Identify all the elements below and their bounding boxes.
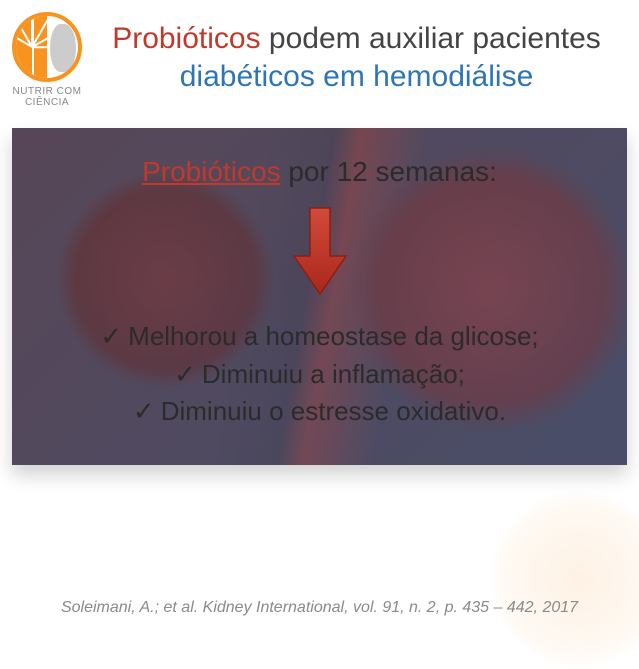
content-panel: Probióticos por 12 semanas: ✓Melhorou a … [12, 128, 627, 465]
logo: NUTRIR COM CIÊNCIA [12, 12, 82, 108]
logo-text-line2: CIÊNCIA [25, 97, 69, 108]
bullet-item: ✓Diminuiu o estresse oxidativo. [36, 393, 603, 431]
panel-subtitle: Probióticos por 12 semanas: [36, 156, 603, 188]
bullet-text: Diminuiu a inflamação; [202, 359, 465, 389]
citation: Soleimani, A.; et al. Kidney Internation… [0, 599, 639, 617]
bullet-item: ✓Diminuiu a inflamação; [36, 356, 603, 394]
title-highlight-blue: diabéticos em hemodiálise [180, 60, 534, 93]
check-icon: ✓ [133, 396, 155, 426]
bullet-text: Melhorou a homeostase da glicose; [128, 321, 538, 351]
logo-text: NUTRIR COM CIÊNCIA [13, 86, 82, 108]
bullet-item: ✓Melhorou a homeostase da glicose; [36, 318, 603, 356]
subtitle-highlight: Probióticos [142, 156, 281, 187]
check-icon: ✓ [100, 321, 122, 351]
logo-icon [12, 12, 82, 82]
background-decoration [489, 489, 639, 669]
subtitle-rest: por 12 semanas: [281, 156, 497, 187]
page-title: Probióticos podem auxiliar pacientes dia… [94, 12, 619, 95]
title-highlight-red: Probióticos [112, 22, 260, 55]
header: NUTRIR COM CIÊNCIA Probióticos podem aux… [0, 0, 639, 128]
logo-text-line1: NUTRIR COM [13, 86, 82, 97]
bullet-text: Diminuiu o estresse oxidativo. [161, 396, 506, 426]
check-icon: ✓ [174, 359, 196, 389]
title-text-1: podem auxiliar pacientes [261, 22, 601, 55]
bullet-list: ✓Melhorou a homeostase da glicose; ✓Dimi… [36, 318, 603, 431]
arrow-down-icon [36, 206, 603, 296]
